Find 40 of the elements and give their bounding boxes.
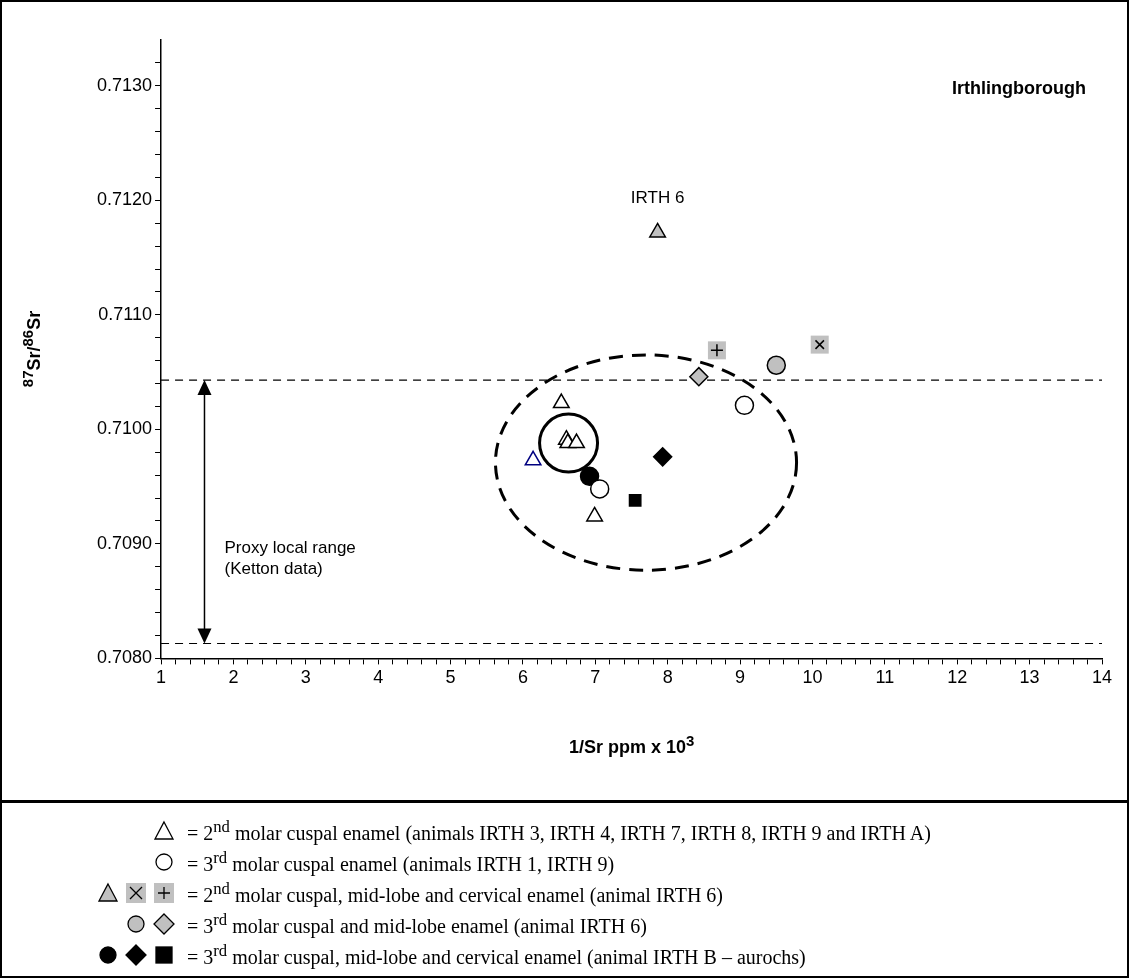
x-axis-title: 1/Sr ppm x 10$^{3}$: [569, 732, 695, 759]
x-tick-label: 11: [875, 667, 895, 688]
point: [524, 450, 542, 466]
point: [586, 506, 604, 522]
x-tick-label: 8: [662, 667, 673, 688]
x-tick-label: 1: [156, 667, 167, 688]
y-tick-label: 0.7130: [96, 74, 153, 95]
x-tick-label: 13: [1019, 667, 1040, 688]
point: [766, 355, 787, 375]
annotation: IRTH 6: [630, 187, 685, 207]
text: Irthlingborough: [952, 77, 1086, 98]
point: [628, 493, 642, 507]
point: [810, 335, 829, 354]
x-tick-label: 12: [947, 667, 968, 688]
x-tick-label: 6: [517, 667, 528, 688]
point: [552, 393, 570, 409]
y-tick-label: 0.7100: [96, 418, 153, 439]
x-tick-label: 5: [445, 667, 456, 688]
x-tick-label: 9: [735, 667, 746, 688]
x-tick-label: 2: [228, 667, 239, 688]
point: [579, 466, 600, 487]
point: [689, 366, 709, 387]
x-tick-label: 10: [802, 667, 823, 688]
y-tick-label: 0.7090: [96, 532, 153, 553]
y-tick-label: 0.7110: [98, 303, 153, 324]
legend-label: = 3$^{rd}$ molar cuspal enamel (animals IRTH 1, IRTH 9): [187, 847, 615, 876]
legend-label: = 3$^{rd}$ molar cuspal and mid-lobe enamel (animal IRTH 6): [187, 909, 647, 938]
annotation: Proxy local range (Ketton data): [224, 536, 356, 579]
point: [589, 479, 610, 499]
legend-label: = 3$^{rd}$ molar cuspal, mid-lobe and cervical enamel (animal IRTH B – aurochs): [187, 940, 806, 969]
legend-label: = 2$^{nd}$ molar cuspal, mid-lobe and cervical enamel (animal IRTH 6): [187, 878, 723, 907]
x-tick-label: 14: [1091, 667, 1113, 688]
y-tick-label: 0.7080: [96, 647, 153, 668]
point: [652, 447, 673, 467]
x-tick-label: 4: [373, 667, 384, 688]
x-tick-label: 7: [590, 667, 601, 688]
point: [734, 395, 755, 416]
x-tick-label: 3: [300, 667, 311, 688]
legend-label: = 2$^{nd}$ molar cuspal enamel (animals IRTH 3, IRTH 4, IRTH 7, IRTH 8, IRTH 9 and IRTH A): [187, 816, 931, 845]
y-tick-label: 0.7120: [96, 189, 153, 210]
